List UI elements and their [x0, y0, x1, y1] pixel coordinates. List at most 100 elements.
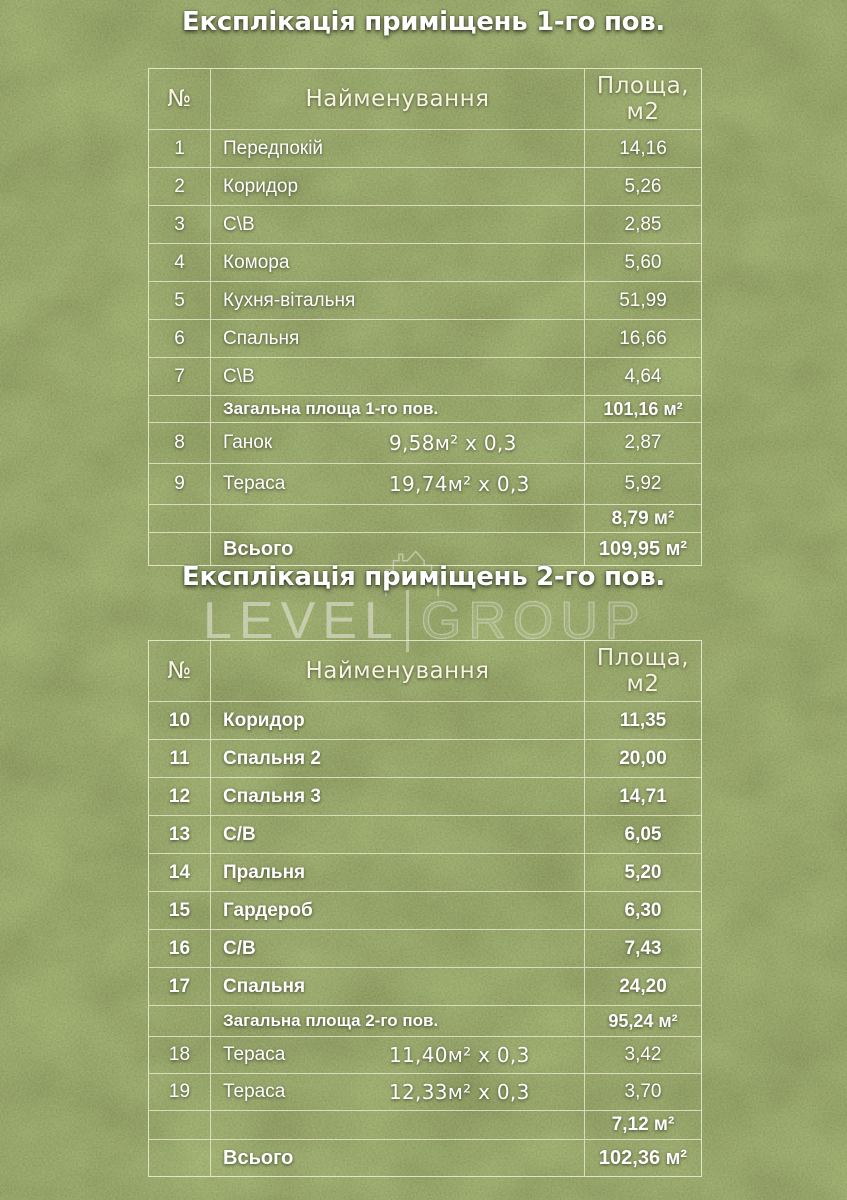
cell-area: 5,60: [584, 244, 701, 281]
cell-coefficient-formula: 9,58м² х 0,3: [389, 431, 517, 455]
cell-name: Коридор: [210, 168, 584, 205]
cell-name: Коридор: [210, 702, 584, 739]
cell-name: Тераса 12,33м² х 0,3: [210, 1074, 584, 1110]
cell-num: 18: [168, 1044, 191, 1065]
header-area-lines: Площа, м2: [597, 73, 689, 125]
cell-num-empty: [149, 1006, 210, 1036]
table2-header-row: № Найменування Площа, м2: [149, 641, 701, 701]
subtotal-value: 8,79 м²: [584, 505, 701, 532]
cell-num-empty: [149, 1111, 210, 1139]
cell-name: Тераса 11,40м² х 0,3: [210, 1037, 584, 1073]
cell-name: Кухня-вітальня: [210, 282, 584, 319]
explication-table-floor1: № Найменування Площа, м2 1 Передпокій 14…: [148, 68, 702, 566]
cell-name: С\В: [210, 358, 584, 395]
cell-area: 3,42: [584, 1037, 701, 1073]
cell-area: 4,64: [584, 358, 701, 395]
cell-area: 51,99: [584, 282, 701, 319]
cell-area: 5,26: [584, 168, 701, 205]
table-row: 14 Пральня 5,20: [149, 853, 701, 891]
cell-num: 16: [168, 937, 191, 959]
summary-label: Загальна площа 2-го пов.: [210, 1006, 584, 1036]
cell-area: 24,20: [584, 968, 701, 1005]
cell-num: 3: [174, 213, 185, 235]
total-row-floor2: Всього 102,36 м²: [149, 1139, 701, 1176]
cell-area: 6,05: [584, 816, 701, 853]
subtotal-row: 7,12 м²: [149, 1110, 701, 1139]
table1-title: Експлікація приміщень 1-го пов.: [182, 7, 665, 37]
explication-table-floor2: № Найменування Площа, м2 10 Коридор 11,3…: [148, 640, 702, 1177]
header-area: Площа, м2: [584, 641, 701, 701]
cell-area: 2,87: [584, 423, 701, 463]
cell-num: 8: [174, 432, 185, 453]
header-area-line2: м2: [626, 99, 660, 125]
cell-name: Спальня 3: [210, 778, 584, 815]
cell-area: 5,20: [584, 854, 701, 891]
cell-num: 10: [168, 709, 191, 731]
cell-name-label: Ганок: [223, 432, 273, 453]
summary-value: 101,16 м²: [584, 396, 701, 422]
cell-area: 14,16: [584, 130, 701, 167]
total-value: 109,95 м²: [584, 533, 701, 565]
cell-num: 17: [168, 975, 191, 997]
cell-name-label: Тераса: [223, 1081, 286, 1102]
subtotal-row: 8,79 м²: [149, 504, 701, 532]
table-row-coefficient: 9 Тераса 19,74м² х 0,3 5,92: [149, 463, 701, 504]
cell-num-empty: [149, 505, 210, 532]
header-name: Найменування: [210, 641, 584, 701]
cell-area: 14,71: [584, 778, 701, 815]
table-row: 12 Спальня 3 14,71: [149, 777, 701, 815]
cell-name: Тераса 19,74м² х 0,3: [210, 464, 584, 504]
table-row: 2 Коридор 5,26: [149, 167, 701, 205]
header-area-lines: Площа, м2: [597, 645, 689, 697]
table-row: 15 Гардероб 6,30: [149, 891, 701, 929]
cell-num: 6: [174, 327, 185, 349]
summary-label: Загальна площа 1-го пов.: [210, 396, 584, 422]
cell-num: 9: [174, 473, 185, 494]
cell-num: 4: [174, 251, 185, 273]
cell-name: Пральня: [210, 854, 584, 891]
cell-area: 2,85: [584, 206, 701, 243]
header-name: Найменування: [210, 69, 584, 129]
cell-num: 19: [168, 1081, 191, 1102]
cell-name-empty: [210, 505, 584, 532]
cell-num-empty: [149, 1140, 210, 1176]
cell-name-label: Тераса: [223, 1044, 286, 1065]
summary-row-floor1: Загальна площа 1-го пов. 101,16 м²: [149, 395, 701, 422]
cell-area: 5,92: [584, 464, 701, 504]
table-row-coefficient: 19 Тераса 12,33м² х 0,3 3,70: [149, 1073, 701, 1110]
subtotal-value: 7,12 м²: [584, 1111, 701, 1139]
cell-name: Комора: [210, 244, 584, 281]
cell-name: Передпокій: [210, 130, 584, 167]
cell-name-label: Тераса: [223, 473, 286, 494]
table-row: 17 Спальня 24,20: [149, 967, 701, 1005]
table-row: 7 С\В 4,64: [149, 357, 701, 395]
cell-num: 12: [168, 785, 191, 807]
summary-row-floor2: Загальна площа 2-го пов. 95,24 м²: [149, 1005, 701, 1036]
table1-header-row: № Найменування Площа, м2: [149, 69, 701, 129]
cell-name: С/В: [210, 816, 584, 853]
header-area-line1: Площа,: [596, 73, 690, 99]
cell-area: 11,35: [584, 702, 701, 739]
table-row: 6 Спальня 16,66: [149, 319, 701, 357]
cell-area: 3,70: [584, 1074, 701, 1110]
cell-name: Спальня 2: [210, 740, 584, 777]
total-value: 102,36 м²: [584, 1140, 701, 1176]
cell-coefficient-formula: 11,40м² х 0,3: [389, 1043, 530, 1067]
cell-area: 7,43: [584, 930, 701, 967]
cell-name: С/В: [210, 930, 584, 967]
cell-num: 2: [174, 175, 185, 197]
cell-area: 16,66: [584, 320, 701, 357]
table-row-coefficient: 18 Тераса 11,40м² х 0,3 3,42: [149, 1036, 701, 1073]
cell-num: 1: [174, 137, 185, 159]
cell-area: 20,00: [584, 740, 701, 777]
header-area: Площа, м2: [584, 69, 701, 129]
cell-name: Спальня: [210, 320, 584, 357]
cell-coefficient-formula: 19,74м² х 0,3: [389, 472, 530, 496]
cell-num: 15: [168, 899, 191, 921]
table-row: 1 Передпокій 14,16: [149, 129, 701, 167]
table-row: 10 Коридор 11,35: [149, 701, 701, 739]
cell-name: С\В: [210, 206, 584, 243]
cell-name-empty: [210, 1111, 584, 1139]
cell-num: 14: [168, 861, 191, 883]
